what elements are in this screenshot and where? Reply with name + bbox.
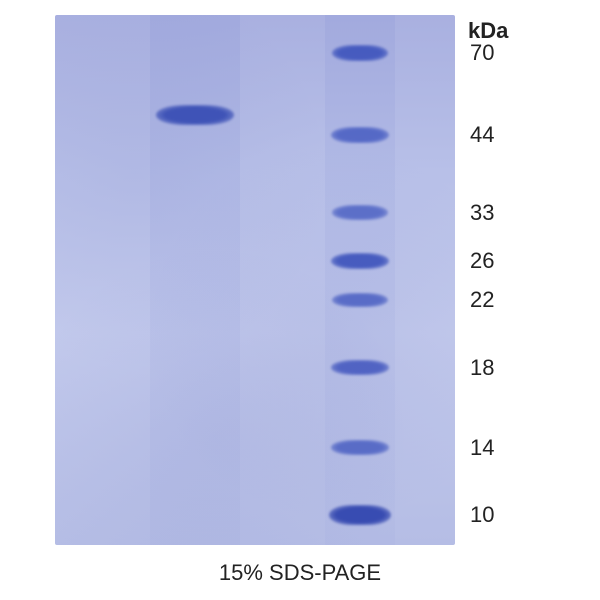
gel-container [55, 15, 455, 545]
lane-ladder [325, 15, 395, 545]
marker-label-44: 44 [470, 122, 494, 148]
sample-band [156, 105, 234, 125]
gel-background [55, 15, 455, 545]
caption: 15% SDS-PAGE [0, 560, 600, 586]
marker-label-22: 22 [470, 287, 494, 313]
ladder-band-18 [331, 360, 389, 375]
ladder-band-22 [332, 293, 388, 307]
ladder-band-14 [331, 440, 389, 455]
marker-label-10: 10 [470, 502, 494, 528]
lane-sample [150, 15, 240, 545]
ladder-band-70 [332, 45, 388, 61]
marker-label-14: 14 [470, 435, 494, 461]
marker-label-18: 18 [470, 355, 494, 381]
marker-label-26: 26 [470, 248, 494, 274]
marker-label-70: 70 [470, 40, 494, 66]
ladder-band-10 [329, 505, 391, 525]
ladder-band-44 [331, 127, 389, 143]
ladder-band-26 [331, 253, 389, 269]
marker-label-33: 33 [470, 200, 494, 226]
ladder-band-33 [332, 205, 388, 220]
